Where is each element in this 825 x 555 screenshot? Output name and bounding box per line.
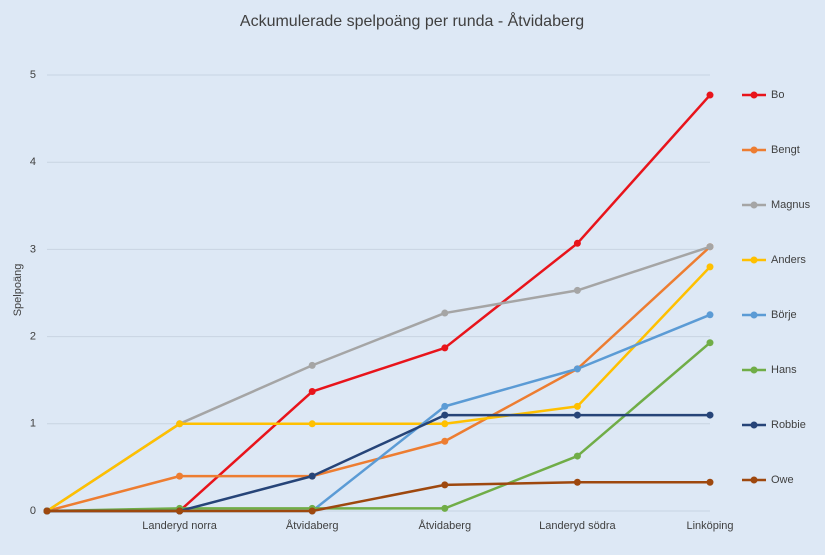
data-point [706, 263, 714, 271]
data-point [441, 420, 449, 428]
series-line [46, 245, 711, 513]
legend-marker [750, 201, 758, 209]
data-point [441, 481, 449, 489]
legend-label: Börje [771, 309, 797, 321]
legend-marker [750, 91, 758, 99]
x-tick-label: Linköping [686, 520, 733, 532]
x-tick-label: Åtvidaberg [419, 519, 472, 532]
data-point [176, 507, 184, 515]
data-point [176, 472, 184, 480]
data-point [573, 411, 581, 419]
data-point [573, 452, 581, 460]
legend-marker [750, 366, 758, 374]
data-point [706, 411, 714, 419]
data-point [43, 507, 51, 515]
y-tick-label: 5 [30, 69, 36, 81]
series-line [47, 94, 711, 513]
legend-label: Robbie [771, 419, 806, 431]
data-point [706, 339, 714, 347]
data-point [706, 311, 714, 319]
x-tick-label: Landeryd södra [539, 520, 616, 532]
legend-label: Bengt [771, 144, 800, 156]
data-point [308, 388, 316, 396]
x-tick-label: Åtvidaberg [286, 519, 339, 532]
data-point [573, 402, 581, 410]
legend-marker [750, 146, 758, 154]
legend-marker [750, 476, 758, 484]
data-point [441, 411, 449, 419]
data-point [573, 286, 581, 294]
data-point [441, 437, 449, 445]
series-line [47, 413, 710, 513]
legend-label: Hans [771, 364, 797, 376]
legend-label: Anders [771, 254, 806, 266]
series-line [46, 265, 711, 513]
y-tick-label: 3 [30, 243, 36, 255]
data-point [706, 91, 714, 99]
y-axis-label: Spelpoäng [12, 264, 24, 317]
y-tick-label: 4 [30, 156, 36, 168]
legend-label: Owe [771, 474, 794, 486]
data-point [176, 420, 184, 428]
data-point [441, 402, 449, 410]
series-line [46, 245, 711, 513]
data-point [308, 507, 316, 515]
legend-label: Bo [771, 89, 784, 101]
legend-label: Magnus [771, 199, 811, 211]
data-point [308, 472, 316, 480]
data-point [573, 239, 581, 247]
legend-marker [750, 311, 758, 319]
data-point [308, 361, 316, 369]
series-line [47, 480, 710, 513]
y-tick-label: 1 [30, 418, 36, 430]
series-line [46, 341, 711, 513]
data-point [573, 478, 581, 486]
data-point [441, 504, 449, 512]
chart-title: Ackumulerade spelpoäng per runda - Åtvid… [240, 11, 584, 30]
data-point [441, 309, 449, 317]
data-point [441, 344, 449, 352]
y-tick-label: 2 [30, 331, 36, 343]
x-tick-label: Landeryd norra [142, 520, 217, 532]
legend-marker [750, 256, 758, 264]
data-point [573, 365, 581, 373]
data-point [308, 420, 316, 428]
y-tick-label: 0 [30, 505, 36, 517]
data-point [706, 478, 714, 486]
data-point [706, 243, 714, 251]
legend-marker [750, 421, 758, 429]
